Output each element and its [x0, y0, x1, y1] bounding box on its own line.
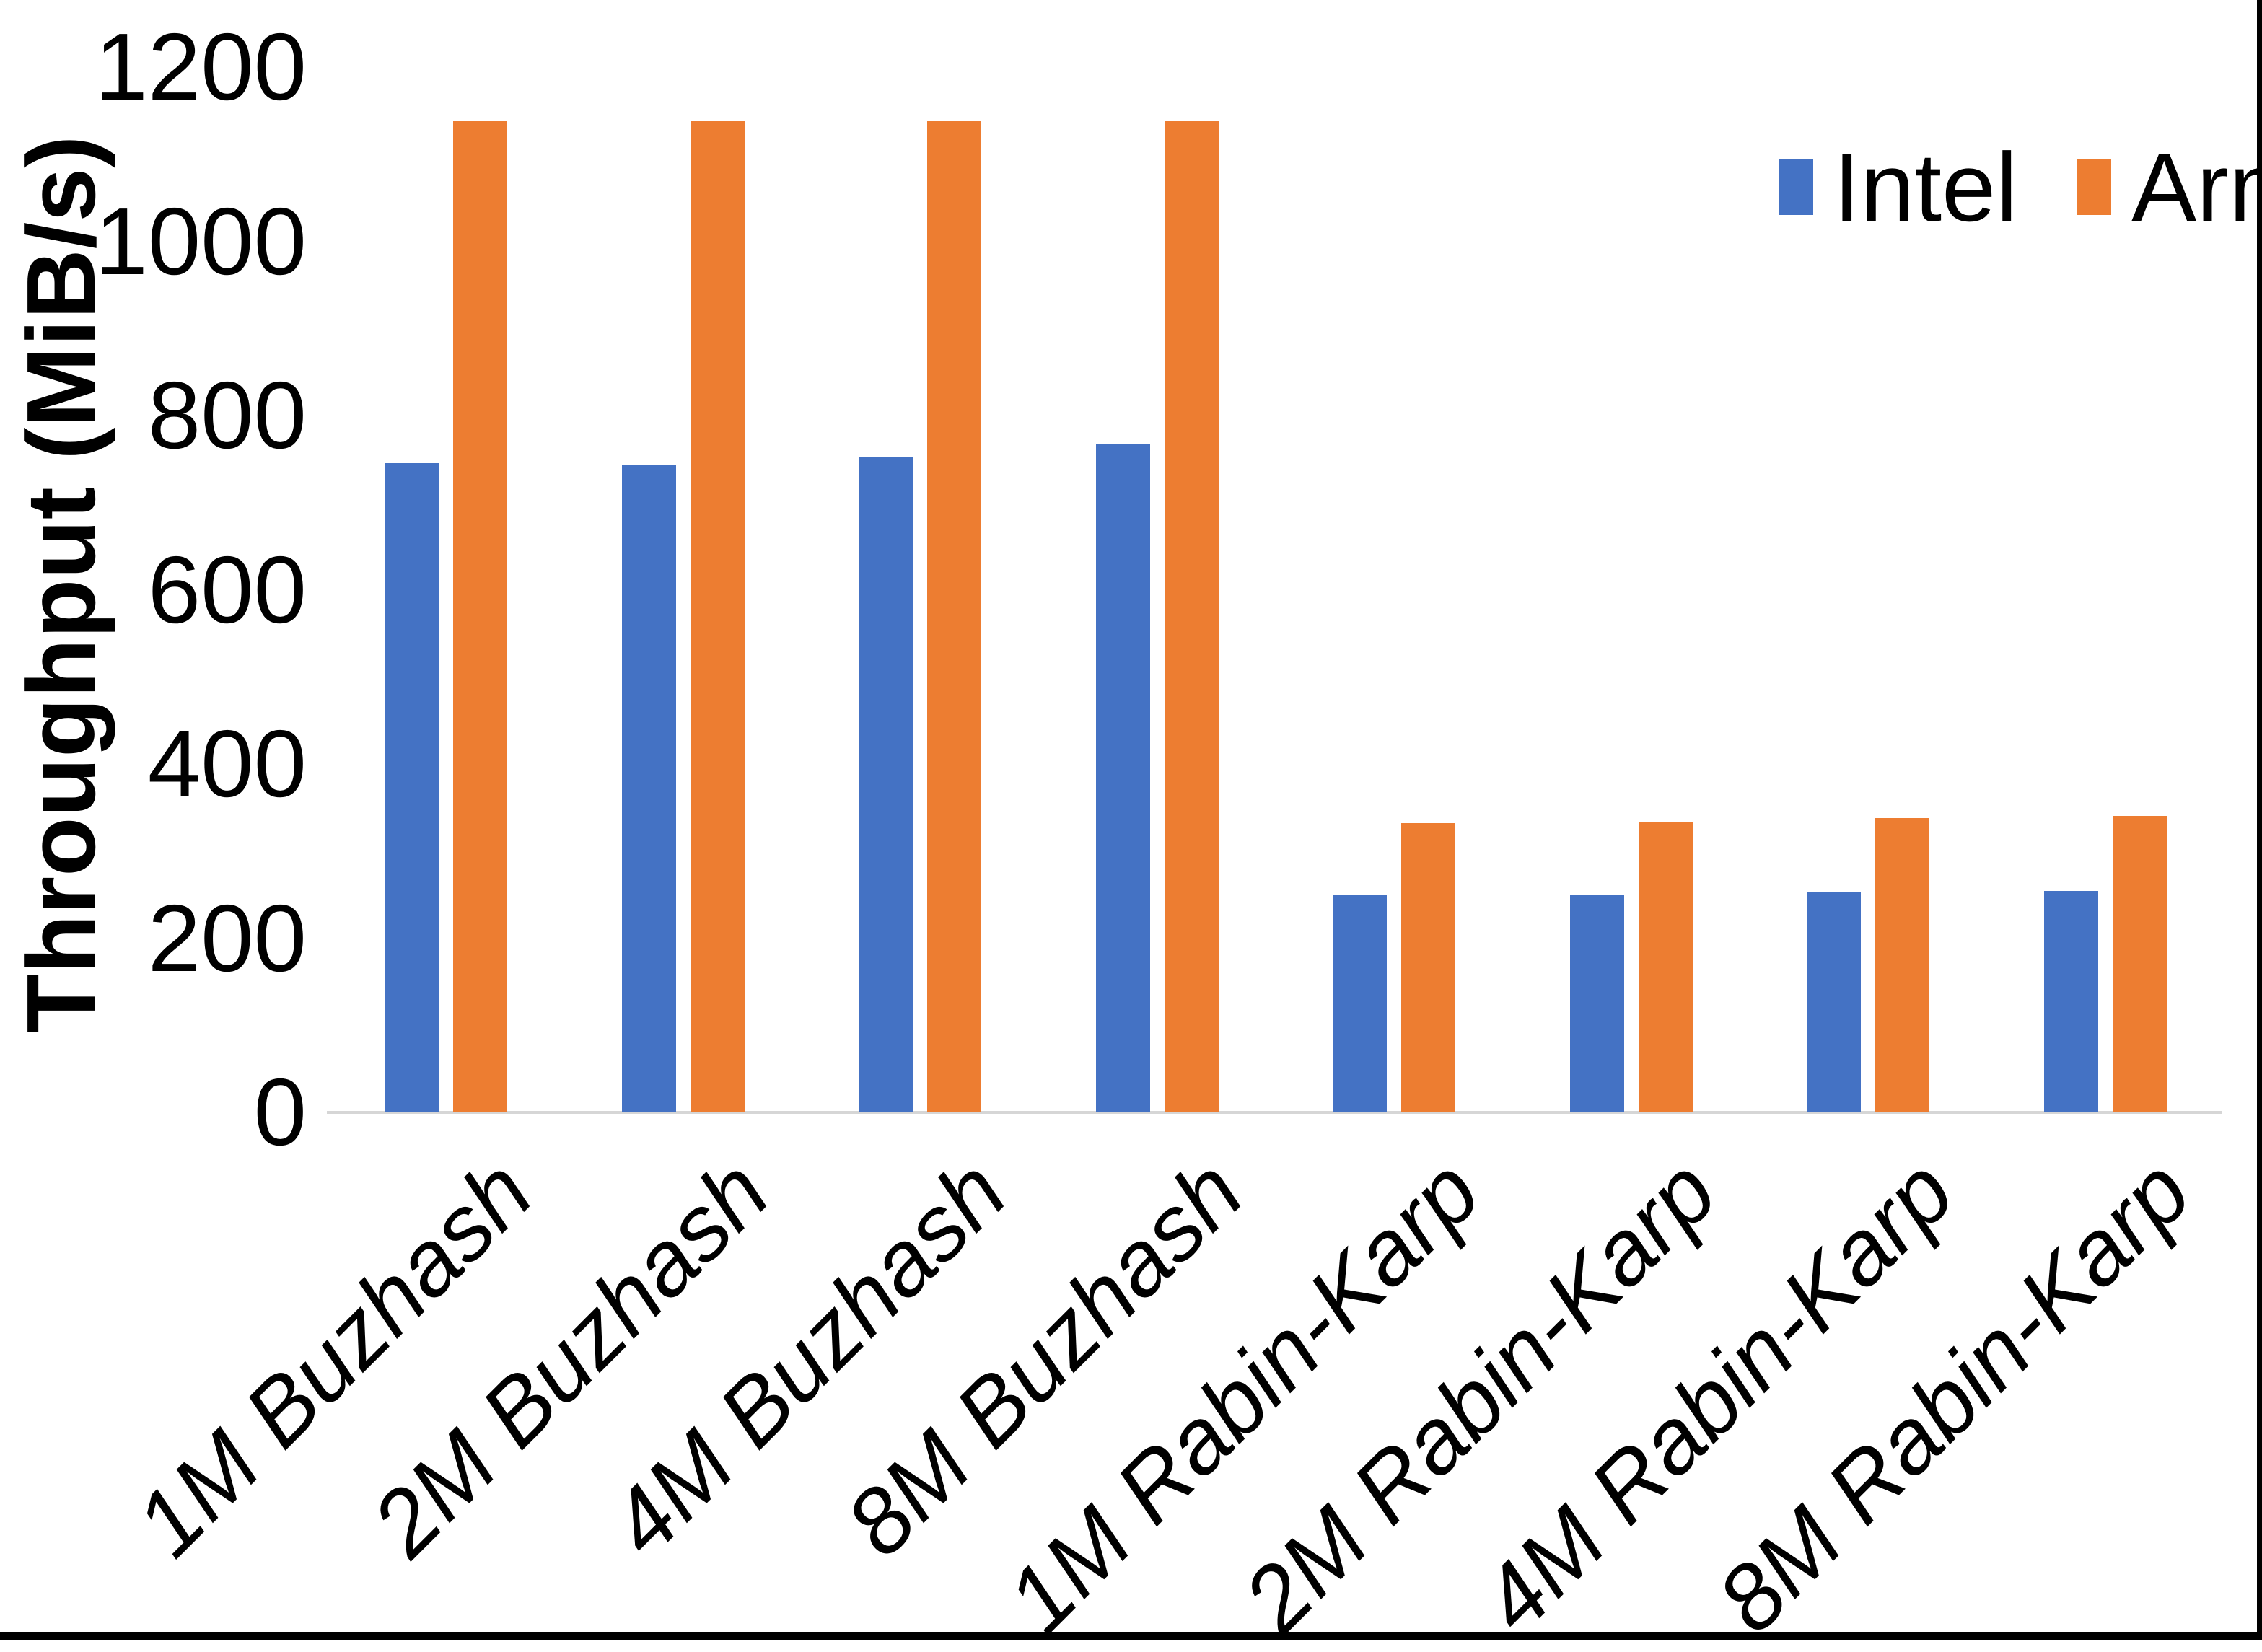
bar-arm-1m-buzhash [453, 121, 507, 1112]
bar-intel-8m-buzhash [1096, 444, 1150, 1112]
bar-arm-4m-buzhash [927, 121, 981, 1112]
y-tick-label-400: 400 [147, 711, 307, 817]
legend-item-intel: Intel [1779, 139, 2017, 236]
legend: Intel Arm [1779, 139, 2262, 236]
bar-arm-8m-rabin-karp [2113, 816, 2167, 1112]
legend-label-arm: Arm [2131, 132, 2262, 242]
bar-arm-8m-buzhash [1165, 121, 1219, 1112]
y-tick-label-0: 0 [253, 1059, 307, 1165]
bar-intel-8m-rabin-karp [2044, 891, 2098, 1112]
legend-item-arm: Arm [2077, 139, 2262, 236]
y-tick-label-200: 200 [147, 885, 307, 991]
bar-arm-4m-rabin-karp [1875, 818, 1929, 1112]
bar-intel-2m-rabin-karp [1570, 895, 1624, 1112]
y-tick-label-1200: 1200 [95, 14, 307, 120]
bar-intel-4m-buzhash [859, 457, 913, 1112]
bar-intel-2m-buzhash [622, 465, 676, 1112]
arm-series-swatch-icon [2077, 159, 2112, 215]
bar-intel-1m-rabin-karp [1333, 895, 1387, 1112]
intel-series-swatch-icon [1779, 159, 1813, 215]
bar-intel-4m-rabin-karp [1807, 892, 1861, 1112]
x-axis-line [327, 1111, 2222, 1114]
legend-label-intel: Intel [1833, 132, 2018, 242]
y-tick-label-1000: 1000 [95, 188, 307, 294]
y-tick-label-800: 800 [147, 362, 307, 468]
bar-intel-1m-buzhash [385, 463, 439, 1112]
bar-arm-2m-buzhash [691, 121, 745, 1112]
bar-arm-1m-rabin-karp [1401, 823, 1455, 1112]
bar-arm-2m-rabin-karp [1639, 822, 1693, 1112]
y-tick-label-600: 600 [147, 537, 307, 643]
screen-edge-right [2257, 0, 2262, 1640]
screen-edge-bottom [0, 1632, 2262, 1640]
